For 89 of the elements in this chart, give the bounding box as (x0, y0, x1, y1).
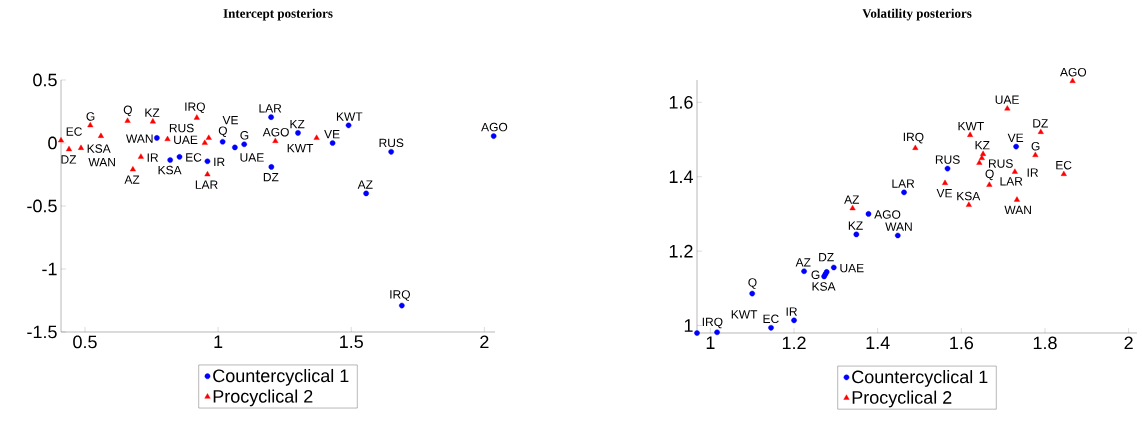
x-tick-label: 1 (706, 336, 715, 349)
y-tick-label: 1.4 (669, 170, 693, 183)
annotation: RUS (935, 155, 960, 164)
annotation: KWT (958, 122, 984, 131)
x-tick-label: 1.8 (1033, 336, 1057, 350)
annotation: KZ (145, 108, 160, 117)
x-tick-label: 1.2 (782, 336, 806, 350)
annotation: AGO (481, 122, 508, 132)
annotation: DZ (819, 253, 834, 262)
annotation: KZ (848, 221, 863, 230)
annotation: IRQ (702, 317, 723, 329)
annotation: G (1031, 141, 1040, 151)
annotation: LAR (1000, 177, 1023, 186)
annotation: KWT (287, 144, 314, 153)
y-tick-label: -1 (42, 262, 57, 276)
y-tick-label: 0 (48, 136, 57, 150)
annotation: AZ (795, 258, 811, 267)
annotation: Q (985, 169, 994, 181)
annotation: EC (186, 153, 202, 162)
annotation: UAE (840, 263, 864, 273)
y-tick-label: 0.5 (33, 73, 57, 87)
annotation: KSA (957, 191, 981, 201)
annotation: KWT (731, 310, 758, 319)
y-tick-label: 1.2 (669, 244, 693, 258)
annotation: IRQ (185, 102, 205, 114)
annotation: KSA (812, 282, 836, 291)
annotation: IR (214, 157, 225, 167)
annotation: AGO (874, 210, 901, 219)
annotation: AGO (1060, 67, 1087, 77)
annotation: G (811, 270, 820, 279)
annotation: KZ (975, 141, 990, 150)
annotation: G (86, 112, 95, 121)
annotation: DZ (61, 155, 77, 164)
annotation: Q (748, 278, 757, 289)
x-tick-label: 1.4 (866, 336, 890, 349)
x-tick-label: 2 (480, 335, 489, 349)
annotation: IR (147, 153, 159, 162)
annotation: RUS (989, 159, 1013, 168)
annotation: DZ (1033, 119, 1048, 128)
annotation: Q (218, 126, 227, 138)
x-tick-label: 1.5 (340, 335, 363, 349)
x-tick-label: 0.5 (73, 335, 97, 349)
annotation: KWT (336, 112, 363, 121)
annotation: LAR (892, 179, 915, 188)
annotation: WAN (88, 158, 115, 167)
annotation: IRQ (903, 132, 924, 144)
annotation: WAN (1004, 205, 1031, 215)
annotation: KSA (87, 144, 111, 153)
annotation: KSA (158, 165, 182, 175)
y-tick-label: -1.5 (27, 325, 57, 339)
annotation: AGO (262, 127, 289, 137)
y-tick-label: 1 (684, 319, 693, 332)
annotation: AZ (844, 195, 860, 204)
x-tick-label: 1 (214, 335, 223, 348)
x-tick-label: 2 (1124, 336, 1133, 350)
legend-label: Procyclical 2 (852, 390, 952, 408)
annotation: WAN (885, 222, 912, 231)
annotation: IR (786, 307, 797, 316)
annotation: UAE (240, 153, 264, 162)
annotation: VE (222, 116, 238, 125)
annotation: LAR (195, 180, 218, 189)
annotation: RUS (169, 123, 194, 133)
annotation: WAN (126, 134, 153, 143)
annotation: VE (936, 189, 953, 198)
annotation: AZ (124, 175, 140, 184)
annotation: Q (123, 105, 132, 117)
annotation: UAE (174, 135, 198, 144)
annotation: EC (763, 314, 779, 324)
legend-label: Countercyclical 1 (213, 368, 349, 386)
chart-title: Intercept posteriors (223, 8, 333, 21)
annotation: IR (1027, 168, 1039, 177)
chart-title: Volatility posteriors (862, 8, 972, 21)
annotation: DZ (263, 172, 279, 182)
annotation: G (240, 131, 249, 140)
annotation: EC (66, 127, 82, 136)
annotation: AZ (357, 180, 373, 189)
annotation: EC (1056, 160, 1072, 170)
y-tick-label: -0.5 (27, 199, 57, 213)
annotation: IRQ (390, 290, 410, 301)
x-tick-label: 1.6 (950, 336, 974, 350)
annotation: UAE (995, 95, 1019, 104)
annotation: LAR (259, 104, 282, 113)
y-tick-label: 1.6 (669, 95, 693, 109)
annotation: RUS (379, 138, 404, 148)
legend-label: Countercyclical 1 (852, 370, 988, 387)
annotation: KZ (290, 119, 305, 129)
annotation: VE (1007, 133, 1024, 142)
annotation: VE (324, 130, 340, 139)
legend-label: Procyclical 2 (213, 389, 313, 407)
